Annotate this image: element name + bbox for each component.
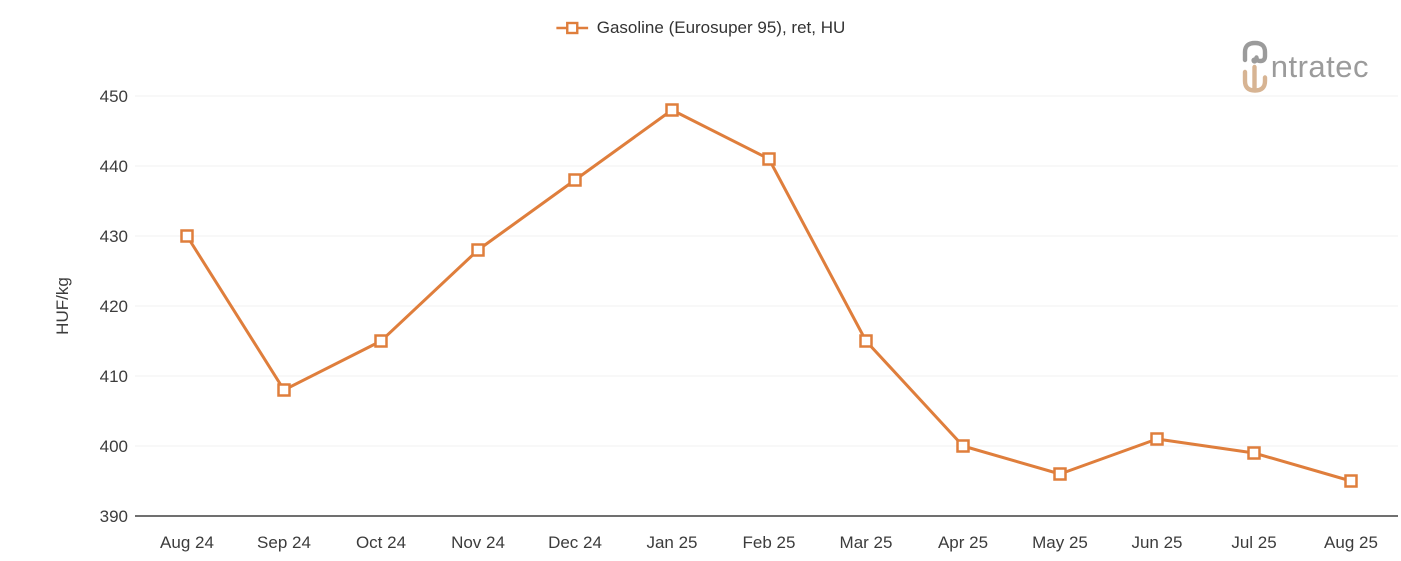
x-tick-label: Jun 25 [1131, 533, 1182, 552]
data-point-marker[interactable] [568, 173, 582, 187]
x-tick-label: Sep 24 [257, 533, 311, 552]
data-point-marker[interactable] [762, 152, 776, 166]
x-tick-label: Oct 24 [356, 533, 406, 552]
x-tick-label: Mar 25 [840, 533, 893, 552]
data-point-marker[interactable] [1344, 474, 1358, 488]
legend-marker-icon [555, 21, 588, 35]
x-tick-label: Jan 25 [646, 533, 697, 552]
x-tick-label: May 25 [1032, 533, 1088, 552]
x-tick-label: Feb 25 [743, 533, 796, 552]
y-tick-label: 400 [100, 437, 128, 456]
x-tick-label: Aug 25 [1324, 533, 1378, 552]
y-tick-label: 430 [100, 227, 128, 246]
data-point-marker[interactable] [665, 103, 679, 117]
y-tick-label: 410 [100, 367, 128, 386]
x-tick-label: Nov 24 [451, 533, 505, 552]
data-point-marker[interactable] [1150, 432, 1164, 446]
data-point-marker[interactable] [374, 334, 388, 348]
data-point-marker[interactable] [956, 439, 970, 453]
intratec-logo: ntratec [1236, 40, 1369, 94]
data-point-marker[interactable] [471, 243, 485, 257]
data-point-marker[interactable] [277, 383, 291, 397]
x-tick-label: Aug 24 [160, 533, 214, 552]
x-tick-label: Apr 25 [938, 533, 988, 552]
data-point-marker[interactable] [1053, 467, 1067, 481]
y-tick-label: 420 [100, 297, 128, 316]
x-tick-label: Dec 24 [548, 533, 602, 552]
y-tick-label: 440 [100, 157, 128, 176]
legend-item-gasoline[interactable]: Gasoline (Eurosuper 95), ret, HU [555, 18, 846, 38]
y-tick-label: 450 [100, 87, 128, 106]
x-tick-label: Jul 25 [1231, 533, 1276, 552]
data-point-marker[interactable] [180, 229, 194, 243]
data-point-marker[interactable] [859, 334, 873, 348]
legend-label: Gasoline (Eurosuper 95), ret, HU [596, 18, 846, 37]
data-point-marker[interactable] [1247, 446, 1261, 460]
y-axis-title: HUF/kg [53, 277, 72, 335]
logo-text: ntratec [1270, 49, 1369, 84]
y-tick-label: 390 [100, 507, 128, 526]
intratec-logo-mark [1242, 40, 1267, 93]
